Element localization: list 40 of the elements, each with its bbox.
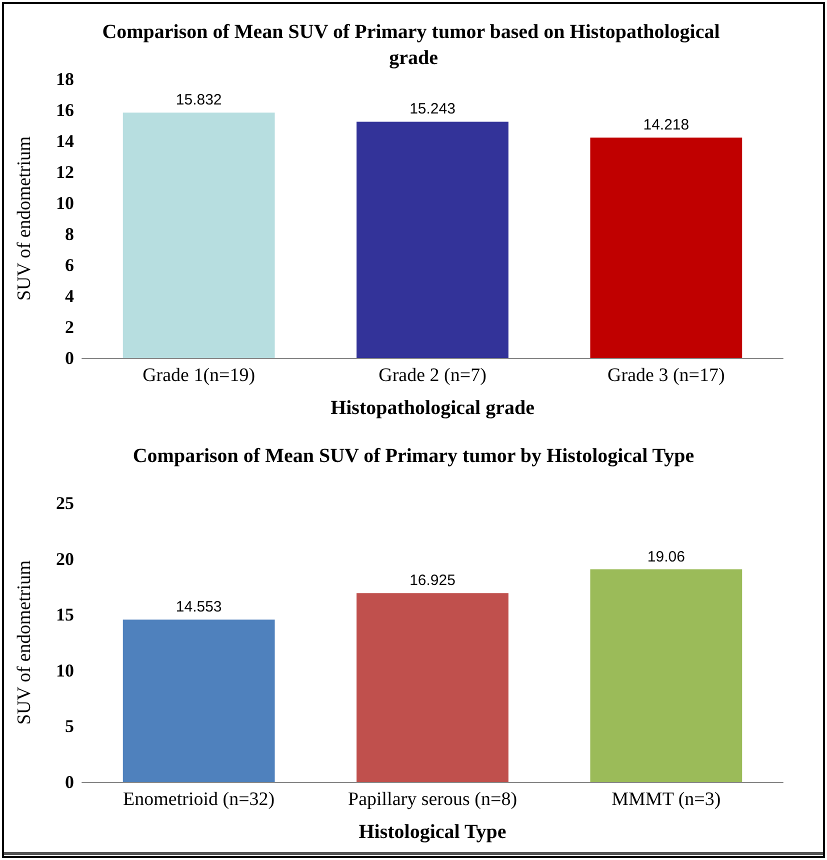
chart-title: Comparison of Mean SUV of Primary tumor by Histological Type <box>132 445 694 467</box>
y-tick-label: 5 <box>65 716 74 736</box>
x-tick-label: Papillary serous (n=8) <box>348 789 518 810</box>
data-label: 15.832 <box>176 92 222 109</box>
x-tick-label: Enometrioid (n=32) <box>123 789 275 810</box>
bar <box>356 593 508 782</box>
bar <box>122 112 275 358</box>
y-axis-title: SUV of endometrium <box>14 136 35 301</box>
x-axis-title: Histopathological grade <box>330 397 535 419</box>
chart-title: Comparison of Mean SUV of Primary tumor based on Histopathological grade <box>102 21 725 69</box>
y-tick-label: 10 <box>56 660 74 680</box>
x-tick-label: Grade 2 (n=7) <box>378 365 486 386</box>
y-tick-label: 10 <box>56 193 74 213</box>
y-tick-label: 8 <box>65 224 74 244</box>
y-tick-label: 14 <box>56 131 74 151</box>
y-tick-label: 2 <box>65 317 74 337</box>
data-label: 16.925 <box>410 572 456 590</box>
y-tick-label: 20 <box>56 548 74 569</box>
y-tick-label: 16 <box>56 100 74 120</box>
x-axis-title: Histological Type <box>358 821 506 843</box>
y-tick-label: 0 <box>65 772 74 792</box>
y-tick-label: 25 <box>56 493 74 513</box>
data-label: 19.06 <box>647 548 685 566</box>
x-tick-label: Grade 3 (n=17) <box>608 365 725 386</box>
data-label: 14.218 <box>643 116 690 134</box>
bar <box>590 138 742 358</box>
y-tick-label: 4 <box>65 286 74 306</box>
y-tick-label: 0 <box>65 348 74 368</box>
x-tick-label: Grade 1(n=19) <box>142 365 256 386</box>
bar <box>356 122 508 358</box>
y-tick-label: 12 <box>56 162 74 182</box>
y-tick-label: 6 <box>65 255 74 275</box>
data-label: 15.243 <box>410 100 456 118</box>
bar <box>590 569 742 782</box>
y-axis-title: SUV of endometrium <box>14 560 35 725</box>
y-tick-label: 15 <box>56 604 74 625</box>
data-label: 14.553 <box>176 598 222 616</box>
x-tick-label: MMMT (n=3) <box>612 789 721 810</box>
y-tick-label: 18 <box>56 69 74 89</box>
bar <box>122 620 275 782</box>
